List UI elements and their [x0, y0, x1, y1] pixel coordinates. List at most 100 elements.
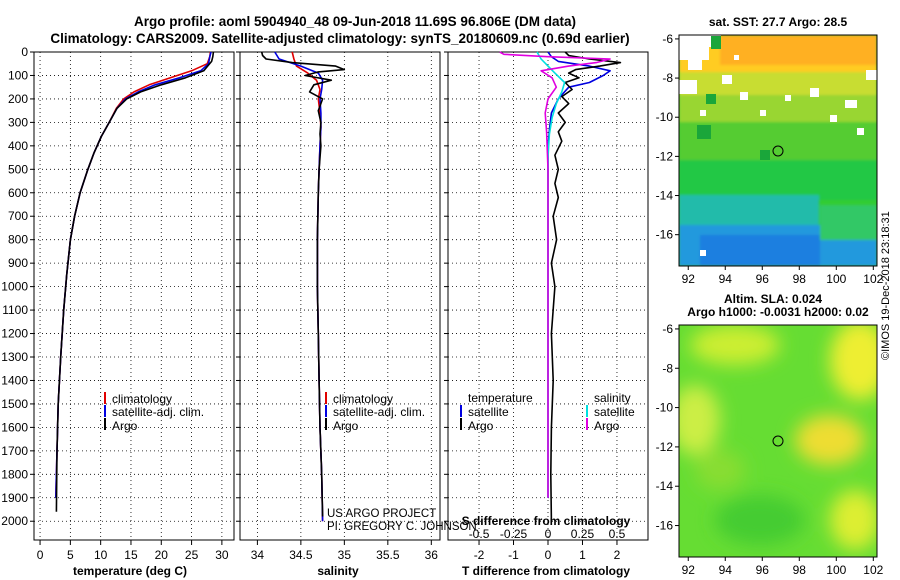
- sst-map-title: sat. SST: 27.7 Argo: 28.5: [709, 15, 848, 29]
- x-tick-label: 36: [425, 548, 439, 562]
- salinity-chart: 34 34.5 35 35.5 36: [236, 51, 440, 562]
- map-y-tick-label: -10: [656, 401, 674, 415]
- legend-title-salinity: salinity: [594, 391, 631, 405]
- sst-map-frame: [678, 34, 878, 267]
- map-y-tick-label: -12: [656, 149, 674, 163]
- y-tick-label: 1500: [1, 397, 28, 411]
- difference-xlabel-s: S difference from climatology: [462, 514, 631, 528]
- x-tick-label: 30: [215, 548, 229, 562]
- map-x-tick-label: 92: [682, 563, 696, 577]
- map-y-tick-label: -14: [656, 189, 674, 203]
- x-tick-label: 0: [37, 548, 44, 562]
- x-tick-label: -1: [508, 548, 519, 562]
- s-tick-label: 0.25: [571, 527, 595, 541]
- x-tick-label: 34.5: [289, 548, 313, 562]
- map-x-tick-label: 92: [682, 272, 696, 286]
- legend-label-s-argo: Argo: [594, 419, 620, 433]
- series-line-t-argo: [549, 51, 622, 522]
- map-x-tick-label: 98: [793, 563, 807, 577]
- map-x-tick-label: 96: [756, 563, 770, 577]
- map-x-tick-label: 100: [826, 563, 846, 577]
- x-tick-label: 34: [251, 548, 265, 562]
- legend-label-climatology: climatology: [333, 392, 393, 406]
- x-tick-label: 1: [579, 548, 586, 562]
- map-x-tick-label: 94: [719, 272, 733, 286]
- map-y-tick-label: -16: [656, 519, 674, 533]
- sst-dark-patches: [697, 36, 770, 160]
- sla-map-subtitle: Argo h1000: -0.0031 h2000: 0.02: [687, 305, 869, 319]
- map-y-tick-label: -14: [656, 479, 674, 493]
- y-tick-label: 300: [8, 115, 28, 129]
- imos-credit: ©IMOS 19-Dec-2018 23:18:31: [880, 211, 892, 360]
- series-line-s-argo: [499, 51, 611, 498]
- map-y-tick-label: -8: [662, 71, 673, 85]
- legend-label-argo: Argo: [112, 419, 138, 433]
- x-tick-label: 20: [155, 548, 169, 562]
- y-tick-label: 500: [8, 162, 28, 176]
- y-tick-label: 1700: [1, 444, 28, 458]
- sst-argo-marker: [772, 145, 784, 157]
- legend-title-temperature: temperature: [468, 391, 533, 405]
- y-tick-label: 1200: [1, 327, 28, 341]
- sla-heatmap: [679, 325, 877, 557]
- y-tick-label: 2000: [1, 514, 28, 528]
- difference-chart: -2 -1 0 1 2 -0.5 -0.25 0 0.25 0.5: [444, 51, 648, 562]
- legend-label-satellite: satellite-adj. clim.: [333, 405, 425, 419]
- y-tick-label: 600: [8, 186, 28, 200]
- x-tick-label: 35: [338, 548, 352, 562]
- map-y-tick-label: -8: [662, 361, 673, 375]
- map-y-tick-label: -16: [656, 228, 674, 242]
- x-tick-label: 2: [614, 548, 621, 562]
- s-tick-label: -0.25: [500, 527, 528, 541]
- s-tick-label: -0.5: [469, 527, 490, 541]
- y-tick-label: 1100: [2, 303, 28, 317]
- map-y-tick-label: -10: [656, 110, 674, 124]
- sla-map-title: Altim. SLA: 0.024: [724, 292, 822, 306]
- x-tick-label: 10: [94, 548, 108, 562]
- s-tick-label: 0: [545, 527, 552, 541]
- legend-label-t-argo: Argo: [468, 419, 494, 433]
- legend-label-s-satellite: satellite: [594, 405, 635, 419]
- series-line-argo: [55, 51, 215, 512]
- sst-heatmap: [679, 35, 877, 266]
- map-y-tick-label: -6: [662, 322, 673, 336]
- salinity-legend: climatology satellite-adj. clim. Argo: [325, 392, 425, 433]
- sst-map-axes: 92 94 96 98 100 102 -6 -8 -10 -12 -14 -16: [656, 32, 884, 286]
- x-tick-label: 5: [67, 548, 74, 562]
- legend-label-argo: Argo: [333, 419, 359, 433]
- y-tick-label: 100: [8, 68, 28, 82]
- y-tick-label: 0: [21, 45, 28, 59]
- map-x-tick-label: 98: [793, 272, 807, 286]
- map-x-tick-label: 96: [756, 272, 770, 286]
- salinity-xlabel: salinity: [317, 564, 359, 578]
- x-tick-label: 25: [185, 548, 199, 562]
- sla-argo-marker: [772, 435, 784, 447]
- y-tick-label: 400: [8, 139, 28, 153]
- series-line-argo: [260, 51, 346, 517]
- y-tick-label: 900: [8, 256, 28, 270]
- difference-legend: temperature satellite Argo salinity sate…: [460, 391, 635, 433]
- sla-map-axes: 92 94 96 98 100 102 -6 -8 -10 -12 -14 -16: [656, 322, 884, 577]
- title-line-2: Climatology: CARS2009. Satellite-adjuste…: [50, 31, 629, 46]
- temperature-panel-frame: [33, 51, 235, 541]
- y-tick-label: 1900: [1, 491, 28, 505]
- y-tick-label: 1300: [1, 350, 28, 364]
- project-credit: US ARGO PROJECT: [327, 508, 436, 520]
- y-tick-label: 1800: [1, 467, 28, 481]
- x-tick-label: 35.5: [376, 548, 400, 562]
- y-tick-label: 1600: [1, 420, 28, 434]
- legend-label-satellite: satellite-adj. clim.: [112, 405, 204, 419]
- y-tick-label: 1000: [1, 280, 28, 294]
- x-tick-label: 15: [124, 548, 138, 562]
- legend-label-climatology: climatology: [112, 392, 172, 406]
- s-tick-label: 0.5: [609, 527, 626, 541]
- y-tick-label: 800: [8, 233, 28, 247]
- map-x-tick-label: 100: [826, 272, 846, 286]
- map-x-tick-label: 94: [719, 563, 733, 577]
- pi-credit: PI: GREGORY C. JOHNSON: [327, 521, 477, 533]
- difference-xlabel-t: T difference from climatology: [462, 564, 630, 578]
- temperature-xlabel: temperature (deg C): [73, 564, 187, 578]
- y-tick-label: 700: [8, 209, 28, 223]
- title-line-1: Argo profile: aoml 5904940_48 09-Jun-201…: [134, 14, 576, 29]
